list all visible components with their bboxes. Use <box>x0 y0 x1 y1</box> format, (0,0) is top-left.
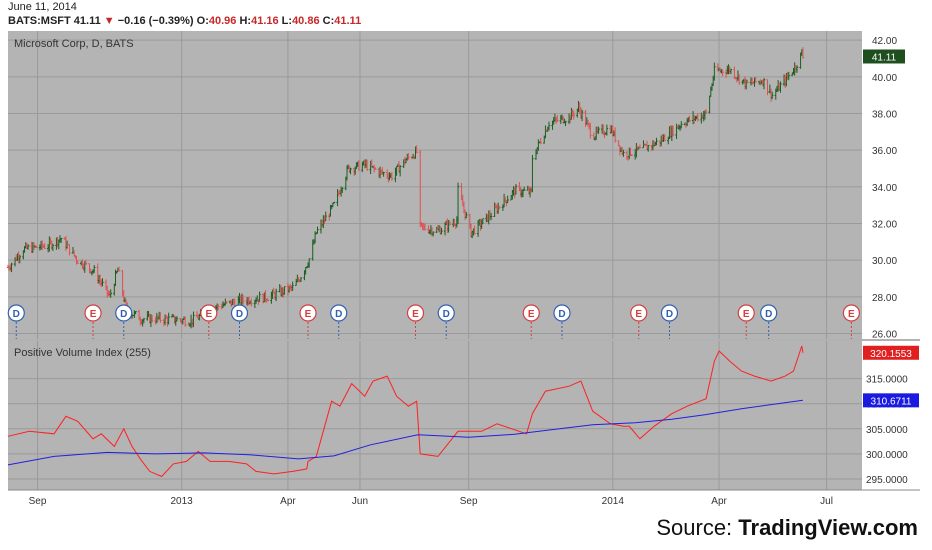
event-label: E <box>205 309 212 320</box>
chart-date: June 11, 2014 <box>8 1 77 13</box>
source-prefix: Source: <box>656 515 739 540</box>
event-marker <box>553 304 571 322</box>
y-tick-label: 34.00 <box>872 183 897 194</box>
price-change: −0.16 (−0.39%) <box>117 15 194 27</box>
event-label: E <box>412 309 419 320</box>
event-marker <box>406 304 425 322</box>
low-value: 40.86 <box>292 15 320 27</box>
event-marker <box>660 304 679 322</box>
event-label: D <box>666 309 673 320</box>
last-price: 41.11 <box>73 15 101 27</box>
y-tick-label: 30.00 <box>872 256 897 267</box>
event-label: D <box>765 309 772 320</box>
price-panel-title: Microsoft Corp, D, BATS <box>14 38 134 50</box>
event-marker <box>522 304 540 322</box>
event-label: D <box>236 309 243 320</box>
pvi-value-label: 320.1553 <box>870 349 912 360</box>
high-value: 41.16 <box>251 15 279 27</box>
high-label: H: <box>239 15 252 27</box>
x-axis: Sep 2013 Apr Jun Sep 2014 Apr Jul <box>29 496 833 507</box>
event-marker <box>760 304 778 322</box>
event-marker <box>7 304 25 322</box>
y-tick-label: 300.0000 <box>866 450 908 461</box>
event-marker <box>437 304 455 322</box>
event-label: D <box>13 309 20 320</box>
pvi-moving-average-line <box>7 399 803 466</box>
event-label: E <box>90 309 97 320</box>
indicator-panel-bg <box>8 341 862 490</box>
y-tick-label: 295.0000 <box>866 475 908 486</box>
event-marker <box>630 304 648 322</box>
event-marker <box>200 304 218 322</box>
quote-line: BATS:MSFT 41.11 ▼ −0.16 (−0.39%) O:40.96… <box>8 15 361 27</box>
down-arrow-icon: ▼ <box>103 15 115 27</box>
symbol-label[interactable]: BATS:MSFT <box>8 15 71 27</box>
indicator-title: Positive Volume Index (255) <box>14 347 151 359</box>
event-marker <box>230 304 249 322</box>
x-tick-label: 2013 <box>171 496 194 507</box>
y-tick-label: 26.00 <box>872 330 897 341</box>
event-marker <box>115 304 133 322</box>
price-grid <box>8 31 862 339</box>
event-marker <box>330 304 348 322</box>
y-tick-label: 38.00 <box>872 110 897 121</box>
pvi-value-badge <box>863 345 919 360</box>
y-tick-label: 42.00 <box>872 36 897 47</box>
y-tick-label: 36.00 <box>872 146 897 157</box>
y-tick-label: 305.0000 <box>866 425 908 436</box>
event-label: D <box>335 309 342 320</box>
event-label: E <box>635 309 642 320</box>
event-label: E <box>528 309 535 320</box>
event-label: D <box>443 309 450 320</box>
y-axis: 42.00 40.00 38.00 36.00 34.00 32.00 30.00 28.00… <box>863 36 919 486</box>
price-panel-bg <box>8 31 862 339</box>
event-marker <box>84 304 102 322</box>
low-label: L: <box>281 15 293 27</box>
candlestick-series <box>6 47 805 329</box>
source-brand: TradingView.com <box>738 515 918 540</box>
x-tick-label: Sep <box>460 496 478 507</box>
x-tick-label: Jul <box>820 496 833 507</box>
indicator-lines <box>7 345 804 478</box>
x-tick-label: Apr <box>280 496 296 507</box>
x-tick-label: Sep <box>29 496 47 507</box>
event-label: D <box>120 309 127 320</box>
y-tick-label: 40.00 <box>872 73 897 84</box>
source-credit: Source: TradingView.com <box>656 515 918 541</box>
close-value: 41.11 <box>334 15 362 27</box>
ma-value-badge <box>863 393 919 408</box>
event-marker <box>842 304 860 322</box>
event-marker <box>299 304 317 322</box>
x-tick-label: Apr <box>711 496 727 507</box>
event-label: E <box>305 309 312 320</box>
close-label: C: <box>322 15 335 27</box>
x-tick-label: Jun <box>352 496 368 507</box>
pvi-line <box>7 345 804 478</box>
y-tick-label: 28.00 <box>872 293 897 304</box>
last-price-label: 41.11 <box>872 52 897 63</box>
event-label: E <box>743 309 750 320</box>
event-marker <box>737 304 755 322</box>
event-label: E <box>848 309 855 320</box>
y-tick-label: 32.00 <box>872 220 897 231</box>
open-label: O: <box>196 15 209 27</box>
ma-value-label: 310.6711 <box>871 396 912 407</box>
event-label: D <box>558 309 565 320</box>
y-tick-label: 315.0000 <box>866 375 908 386</box>
last-price-badge <box>863 49 905 64</box>
open-value: 40.96 <box>208 15 237 27</box>
x-tick-label: 2014 <box>602 496 625 507</box>
